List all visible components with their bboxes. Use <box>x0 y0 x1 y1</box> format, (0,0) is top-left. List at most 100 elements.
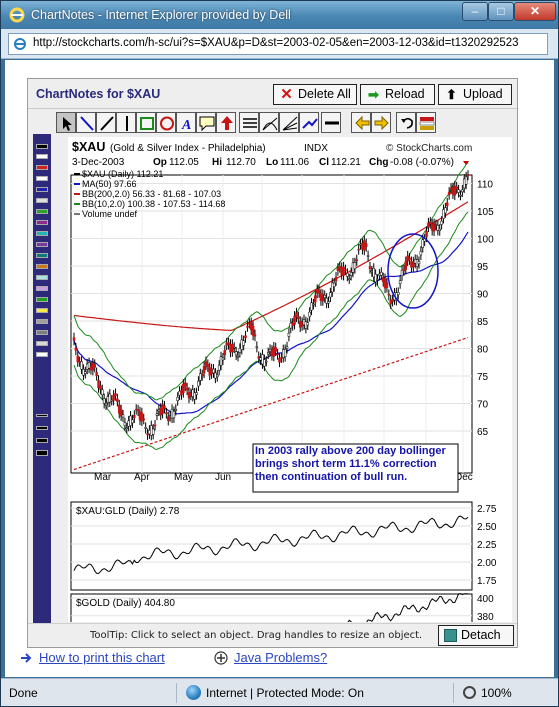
maximize-button[interactable]: □ <box>488 2 514 21</box>
palette-swatch[interactable] <box>36 242 48 247</box>
price-bar-body <box>372 267 375 278</box>
price-bar-body <box>151 428 155 435</box>
price-bar-body <box>336 267 340 272</box>
print-link-text[interactable]: How to print this chart <box>39 650 165 665</box>
security-zone[interactable]: Internet | Protected Mode: On <box>186 685 364 700</box>
minimize-button[interactable]: – <box>462 2 488 21</box>
palette-swatch[interactable] <box>36 231 48 236</box>
price-bar-body <box>227 342 230 345</box>
price-bar-body <box>317 290 321 294</box>
annotation-box[interactable]: In 2003 rally above 200 day bollinger br… <box>252 443 459 493</box>
palette-swatch[interactable] <box>36 176 48 181</box>
palette-swatch[interactable] <box>36 264 48 269</box>
palette-swatch[interactable] <box>36 198 48 203</box>
tool-line-swatch[interactable] <box>321 112 341 133</box>
tool-rectangle[interactable] <box>136 112 156 133</box>
price-bar-body <box>93 364 96 368</box>
palette-swatch[interactable] <box>36 154 48 159</box>
price-bar-body <box>263 359 266 367</box>
upload-button[interactable]: ⬆ Upload <box>438 84 512 105</box>
tool-undo[interactable] <box>396 112 416 133</box>
tool-callout[interactable] <box>196 112 216 133</box>
tool-diagonal-line[interactable] <box>96 112 116 133</box>
price-bar-body <box>176 396 179 401</box>
tool-line[interactable] <box>76 112 96 133</box>
ie-icon <box>9 7 25 23</box>
tool-vertical-line[interactable] <box>116 112 136 133</box>
palette-swatch[interactable] <box>36 330 48 335</box>
zoom-control[interactable]: 100% <box>463 686 512 700</box>
tool-right-marker[interactable] <box>371 112 391 133</box>
chart-area[interactable]: $XAU (Gold & Silver Index - Philadelphia… <box>68 137 512 622</box>
legend-entry: MA(50) 97.66 <box>82 179 137 189</box>
palette-swatch[interactable] <box>36 319 48 324</box>
price-bar-body <box>251 325 255 336</box>
line-width-swatch[interactable] <box>36 414 48 417</box>
line-width-swatch[interactable] <box>36 450 48 456</box>
price-bar-body <box>412 261 415 268</box>
zone-text: Internet | Protected Mode: On <box>206 686 364 700</box>
ratio-label: $XAU:GLD (Daily) 2.78 <box>76 506 180 517</box>
palette-swatch[interactable] <box>36 144 48 149</box>
vertical-line-icon <box>126 116 128 131</box>
price-bar-body <box>440 220 443 225</box>
palette-swatch[interactable] <box>36 286 48 291</box>
zoom-text: 100% <box>481 686 512 700</box>
tool-text[interactable]: A <box>176 112 196 133</box>
detach-button[interactable]: Detach <box>438 625 514 646</box>
dropdown-triangle-icon[interactable] <box>463 161 469 165</box>
gold-path <box>347 593 468 622</box>
print-link[interactable]: How to print this chart <box>19 650 165 665</box>
url-field[interactable]: http://stockcharts.com/h-sc/ui?s=$XAU&p=… <box>8 33 548 55</box>
price-bar-body <box>434 224 438 226</box>
palette-swatch[interactable] <box>36 275 48 280</box>
line-width-swatch[interactable] <box>36 438 48 443</box>
price-bar-body <box>125 427 129 430</box>
palette-swatch[interactable] <box>36 209 48 214</box>
price-bar-body <box>97 379 100 388</box>
tool-color-swatch[interactable] <box>416 112 436 133</box>
fib-fan-icon <box>282 116 298 131</box>
fib-arcs-icon <box>262 117 278 131</box>
tool-horizontal-lines[interactable] <box>239 112 259 133</box>
price-bar-body <box>246 326 249 328</box>
tool-circle[interactable] <box>156 112 176 133</box>
correction-circle[interactable] <box>387 233 439 309</box>
tool-arrow[interactable] <box>216 112 236 133</box>
tool-trend-channel[interactable] <box>299 112 319 133</box>
close-button[interactable]: ✕ <box>514 2 556 21</box>
line-width-swatch[interactable] <box>36 426 48 430</box>
price-bar-body <box>117 404 121 414</box>
price-bar-body <box>136 409 140 412</box>
reload-label: Reload <box>385 87 425 101</box>
y-tick-label: 75 <box>477 372 489 383</box>
palette-swatch[interactable] <box>36 253 48 258</box>
tool-fib-arcs[interactable] <box>259 112 279 133</box>
java-link-text[interactable]: Java Problems? <box>234 650 328 665</box>
tool-left-marker[interactable] <box>351 112 371 133</box>
reload-button[interactable]: ➡ Reload <box>360 84 435 105</box>
palette-swatch[interactable] <box>36 297 48 302</box>
palette-swatch[interactable] <box>36 352 48 357</box>
palette-swatch[interactable] <box>36 341 48 346</box>
palette-swatch[interactable] <box>36 187 48 192</box>
x-month-label: Apr <box>134 472 150 483</box>
select-icon <box>63 117 72 131</box>
price-bar-body <box>447 191 451 196</box>
tool-select[interactable] <box>56 112 76 133</box>
ratio-y-tick-label: 2.75 <box>477 504 497 515</box>
java-link[interactable]: Java Problems? <box>214 650 327 665</box>
price-bar-body <box>368 266 372 270</box>
price-bar-body <box>163 405 166 409</box>
annotation-text: In 2003 rally above 200 day bollinger br… <box>255 445 446 483</box>
price-bar-body <box>436 225 440 231</box>
status-divider <box>176 683 177 703</box>
chartnotes-applet: ChartNotes for $XAU ✕ Delete All ➡ Reloa… <box>27 78 518 648</box>
price-bar-body <box>272 346 276 357</box>
palette-swatch[interactable] <box>36 220 48 225</box>
palette-swatch[interactable] <box>36 308 48 313</box>
line-icon <box>80 116 94 131</box>
delete-all-button[interactable]: ✕ Delete All <box>273 84 357 105</box>
tool-fib-fan[interactable] <box>279 112 299 133</box>
palette-swatch[interactable] <box>36 165 48 170</box>
